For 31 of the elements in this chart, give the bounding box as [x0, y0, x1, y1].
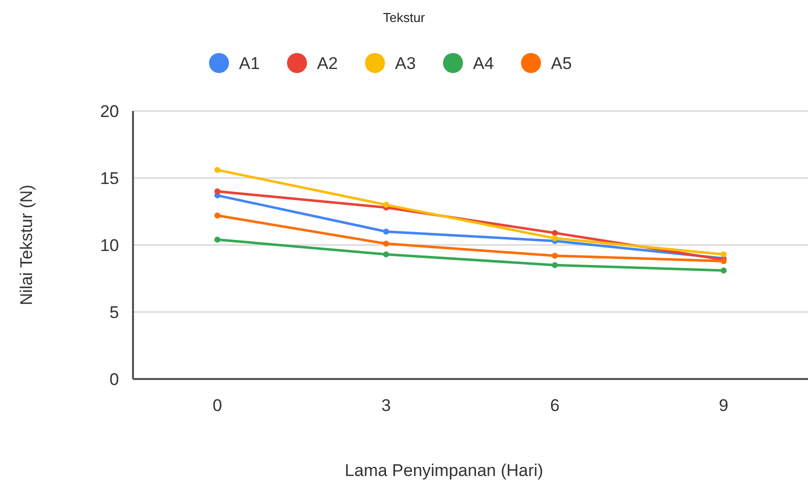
x-tick-label: 6 — [550, 396, 560, 415]
x-tick-label: 3 — [381, 396, 391, 415]
legend-label: A1 — [239, 54, 260, 73]
legend-label: A3 — [395, 54, 416, 73]
point — [383, 240, 390, 247]
point — [214, 212, 220, 219]
legend-label: A4 — [473, 54, 494, 73]
legend-label: A5 — [551, 54, 572, 73]
point — [552, 252, 558, 259]
point — [552, 230, 558, 236]
y-tick-label: 10 — [100, 236, 119, 255]
y-tick-label: 15 — [100, 168, 119, 188]
y-axis-title: Nilai Tekstur (N) — [17, 184, 36, 306]
point — [552, 262, 558, 268]
point — [720, 251, 727, 258]
x-tick-label: 0 — [212, 396, 222, 415]
x-tick-label: 9 — [718, 396, 728, 415]
point — [383, 202, 390, 208]
point — [383, 251, 390, 258]
chart-title: Tekstur — [383, 10, 426, 25]
point — [214, 236, 220, 243]
point — [383, 228, 390, 235]
point — [214, 188, 220, 194]
y-tick-label: 5 — [110, 302, 119, 322]
x-axis-title: Lama Penyimpanan (Hari) — [344, 461, 544, 480]
y-tick-label: 0 — [110, 370, 119, 389]
legend-label: A2 — [317, 54, 338, 73]
y-tick-label: 20 — [100, 102, 119, 121]
point — [720, 267, 727, 274]
point — [552, 235, 558, 242]
point — [214, 166, 220, 173]
